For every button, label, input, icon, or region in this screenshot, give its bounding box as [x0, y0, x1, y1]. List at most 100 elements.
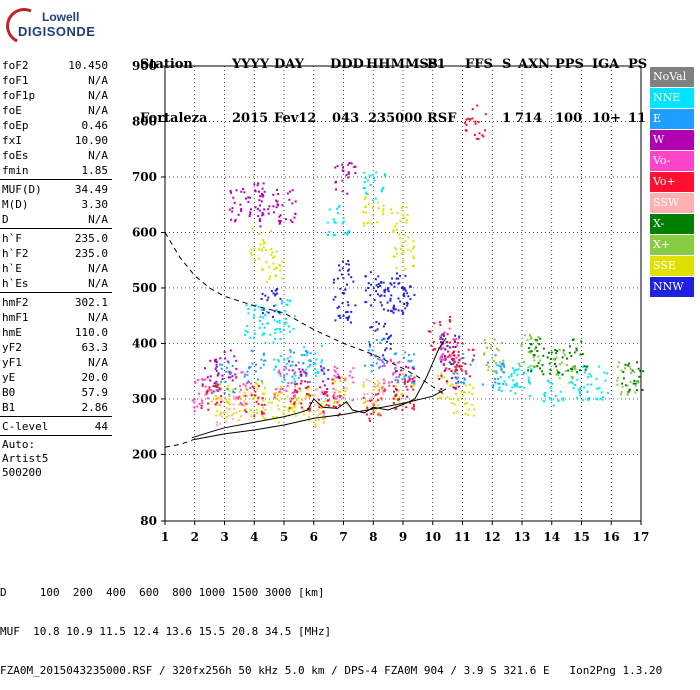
echo-point-w — [273, 211, 275, 214]
echo-point-e — [497, 377, 500, 380]
echo-point-e — [461, 353, 464, 355]
echo-point-w — [411, 378, 414, 381]
echo-point-nne — [314, 362, 317, 365]
echo-point-vo- — [441, 353, 444, 356]
param-value: 235.0 — [74, 247, 108, 260]
echo-point-w — [305, 386, 308, 389]
echo-point-nne — [603, 371, 606, 374]
echo-point-ssw — [368, 380, 371, 382]
legend-item-e: E — [650, 109, 694, 129]
echo-point-nne — [527, 376, 530, 379]
echo-point-vo- — [324, 391, 326, 394]
echo-point-nne — [581, 399, 584, 402]
echo-point-nne — [262, 316, 265, 319]
echo-point-sse — [253, 247, 256, 250]
echo-point-nne — [244, 333, 247, 336]
header-label: IGA — [592, 57, 620, 72]
echo-point-x- — [548, 362, 551, 365]
echo-point-vo- — [471, 348, 474, 351]
echo-point-e — [503, 365, 506, 368]
echo-point-nnw — [394, 308, 397, 311]
echo-point-nne — [336, 212, 339, 215]
echo-point-x- — [574, 368, 577, 371]
echo-point-sse — [238, 410, 241, 413]
echo-point-ssw — [232, 395, 235, 398]
echo-point-vo- — [331, 382, 334, 385]
echo-point-vo- — [293, 390, 296, 393]
echo-point-x- — [535, 346, 538, 349]
echo-point-sse — [466, 402, 468, 405]
echo-point-sse — [271, 401, 274, 404]
echo-point-vo- — [206, 397, 209, 400]
echo-point-sse — [455, 392, 458, 395]
echo-point-nne — [373, 179, 376, 182]
echo-point-sse — [322, 417, 324, 420]
echo-point-vo- — [332, 397, 335, 400]
echo-point-vo- — [457, 361, 460, 364]
echo-point-sse — [467, 413, 470, 416]
echo-point-x- — [633, 379, 636, 382]
echo-point-sse — [250, 415, 253, 418]
echo-point-vo- — [273, 396, 276, 399]
echo-point-x- — [637, 380, 640, 383]
echo-point-nnw — [403, 288, 406, 291]
echo-point-sse — [439, 388, 442, 391]
echo-point-sse — [376, 221, 379, 224]
echo-point-e — [375, 339, 378, 342]
echo-point-e — [227, 361, 230, 364]
echo-point-sse — [338, 399, 341, 402]
echo-point-sse — [318, 413, 321, 416]
echo-point-x- — [521, 343, 524, 346]
echo-point-nne — [336, 207, 339, 210]
echo-point-nne — [380, 189, 383, 191]
echo-point-nne — [586, 383, 589, 386]
echo-point-nnw — [369, 294, 372, 297]
echo-point-sse — [403, 233, 406, 236]
echo-point-nnw — [404, 289, 407, 292]
echo-point-vo- — [464, 122, 467, 125]
echo-point-nnw — [350, 321, 352, 324]
echo-point-sse — [253, 259, 256, 262]
echo-point-e — [233, 391, 236, 394]
echo-point-vo- — [481, 134, 484, 137]
param-row: h`F 235.0 — [0, 231, 112, 246]
echo-point-w — [279, 221, 281, 224]
chart-grid — [165, 66, 641, 521]
echo-point-w — [438, 377, 441, 380]
echo-point-x- — [501, 342, 503, 344]
echo-point-ssw — [381, 390, 384, 393]
echo-point-nnw — [378, 322, 380, 325]
echo-point-e — [302, 362, 305, 365]
echo-point-x- — [560, 361, 563, 364]
echo-point-e — [250, 349, 253, 352]
echo-point-vo- — [332, 405, 335, 408]
echo-point-nne — [322, 370, 325, 373]
echo-point-nne — [269, 333, 272, 336]
echo-point-nnw — [458, 335, 461, 338]
echo-point-nnw — [402, 311, 405, 314]
echo-point-w — [256, 184, 259, 187]
echo-point-e — [393, 353, 396, 356]
echo-point-e — [460, 381, 462, 384]
echo-point-w — [259, 204, 262, 207]
echo-point-nnw — [387, 337, 389, 340]
echo-point-nne — [326, 221, 329, 224]
echo-point-w — [451, 377, 453, 380]
echo-point-sse — [219, 413, 221, 416]
echo-point-ssw — [374, 385, 376, 388]
param-row: foF1p N/A — [0, 88, 112, 103]
echo-point-sse — [413, 257, 416, 260]
echo-point-sse — [402, 214, 405, 217]
echo-point-sse — [472, 414, 475, 417]
echo-point-w — [227, 376, 230, 379]
echo-point-sse — [277, 421, 280, 424]
echo-point-x- — [491, 370, 494, 373]
echo-point-vo- — [464, 370, 467, 373]
echo-point-nnw — [441, 333, 444, 336]
echo-point-vo- — [322, 410, 325, 413]
echo-point-w — [229, 349, 232, 352]
legend-item-vo-: Vo+ — [650, 172, 694, 192]
echo-point-nnw — [345, 311, 348, 314]
echo-point-ssw — [304, 397, 307, 400]
